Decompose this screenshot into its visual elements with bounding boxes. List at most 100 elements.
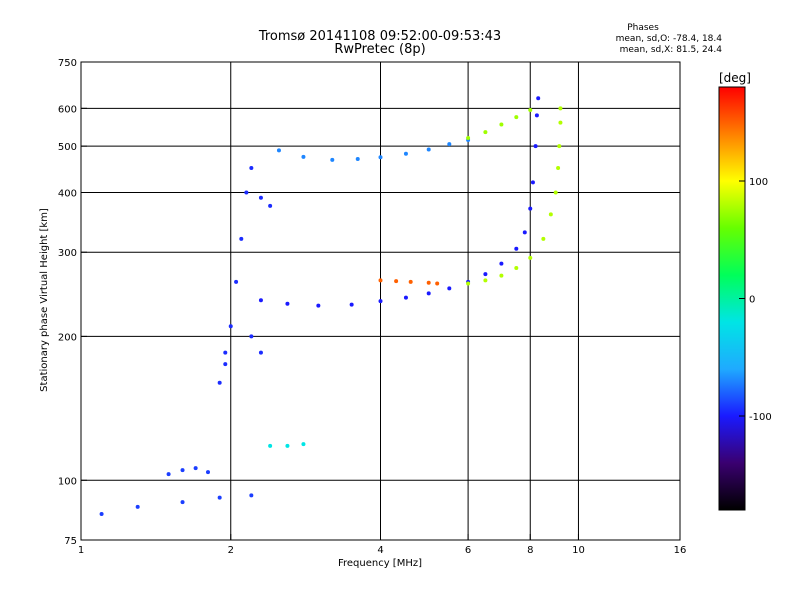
y-axis-ticks: 75 100 200 300 400 500 600 750: [58, 58, 87, 547]
y-tick-label: 500: [58, 142, 77, 153]
x-tick-label: 16: [674, 545, 687, 556]
x-tick-label: 2: [228, 545, 234, 556]
data-point: [466, 136, 471, 141]
y-axis-label: Stationary phase Virtual Height [km]: [39, 208, 50, 392]
data-point: [528, 206, 533, 211]
x-tick-label: 10: [572, 545, 585, 556]
data-point: [268, 203, 273, 208]
data-point: [447, 142, 452, 147]
y-tick-label: 200: [58, 332, 77, 343]
x-axis-ticks: 1 2 4 6 8 10 16: [78, 534, 687, 556]
data-point: [330, 157, 335, 162]
data-point: [249, 334, 254, 339]
data-point: [553, 190, 558, 195]
data-point: [268, 443, 273, 448]
data-point: [205, 470, 210, 475]
data-point: [499, 122, 504, 127]
data-point: [223, 362, 228, 367]
data-point: [557, 144, 562, 149]
grid-lines: [81, 62, 680, 540]
data-point: [258, 195, 263, 200]
data-point: [536, 96, 541, 101]
data-point: [403, 151, 408, 156]
data-point: [534, 113, 539, 118]
data-point: [435, 281, 440, 286]
colorbar-tick-label: 100: [749, 177, 768, 188]
data-point: [514, 115, 519, 120]
data-point: [355, 157, 360, 162]
data-point: [180, 468, 185, 473]
data-point: [217, 380, 222, 385]
phase-stats-title: Phases: [627, 23, 659, 33]
y-tick-label: 75: [64, 536, 77, 547]
data-point: [301, 442, 306, 447]
phase-stats-x: mean, sd,X: 81.5, 24.4: [620, 45, 723, 55]
colorbar-tick-label: 0: [749, 295, 755, 306]
data-point: [466, 281, 471, 286]
data-point: [522, 230, 527, 235]
data-point: [378, 278, 383, 283]
x-tick-label: 1: [78, 545, 84, 556]
header: Tromsø 20141108 09:52:00-09:53:43 RwPret…: [258, 23, 722, 57]
data-point: [249, 493, 254, 498]
data-point: [530, 180, 535, 185]
y-tick-label: 400: [58, 188, 77, 199]
data-point: [426, 147, 431, 152]
data-point: [447, 286, 452, 291]
data-point: [483, 130, 488, 135]
data-point: [135, 504, 140, 509]
colorbar: [deg] 100 0 -100: [718, 71, 772, 511]
data-point: [528, 108, 533, 113]
data-point: [258, 350, 263, 355]
data-point: [276, 148, 281, 153]
data-point: [99, 512, 104, 517]
phase-stats-o: mean, sd,O: -78.4, 18.4: [616, 34, 723, 44]
data-point: [301, 154, 306, 159]
y-tick-label: 300: [58, 248, 77, 259]
data-point: [558, 106, 563, 111]
data-point: [285, 443, 290, 448]
data-point: [528, 255, 533, 260]
data-point: [548, 212, 553, 217]
data-point: [316, 303, 321, 308]
data-point: [378, 155, 383, 160]
data-point: [541, 236, 546, 241]
y-tick-label: 100: [58, 476, 77, 487]
data-point: [349, 302, 354, 307]
data-point: [558, 120, 563, 125]
data-point: [244, 190, 249, 195]
data-point: [217, 495, 222, 500]
chart-subtitle: RwPretec (8p): [334, 42, 425, 57]
data-point: [228, 324, 233, 329]
data-point: [258, 298, 263, 303]
data-point: [180, 500, 185, 505]
data-point: [408, 279, 413, 284]
data-point: [223, 350, 228, 355]
data-points: [99, 96, 563, 517]
x-tick-label: 6: [465, 545, 471, 556]
data-point: [403, 295, 408, 300]
chart-title: Tromsø 20141108 09:52:00-09:53:43: [258, 29, 501, 44]
data-point: [499, 273, 504, 278]
data-point: [483, 278, 488, 283]
data-point: [556, 166, 561, 171]
data-point: [193, 466, 198, 471]
data-point: [499, 261, 504, 266]
data-point: [285, 301, 290, 306]
colorbar-ticks: 100 0 -100: [739, 177, 772, 423]
data-point: [166, 472, 171, 477]
data-point: [234, 279, 239, 284]
x-tick-label: 8: [527, 545, 533, 556]
data-point: [394, 279, 399, 284]
data-point: [378, 299, 383, 304]
y-tick-label: 750: [58, 58, 77, 69]
y-tick-label: 600: [58, 104, 77, 115]
data-point: [239, 236, 244, 241]
data-point: [249, 166, 254, 171]
data-point: [514, 246, 519, 251]
data-point: [514, 266, 519, 271]
x-tick-label: 4: [377, 545, 383, 556]
colorbar-tick-label: -100: [749, 412, 772, 423]
colorbar-label: [deg]: [719, 71, 751, 85]
